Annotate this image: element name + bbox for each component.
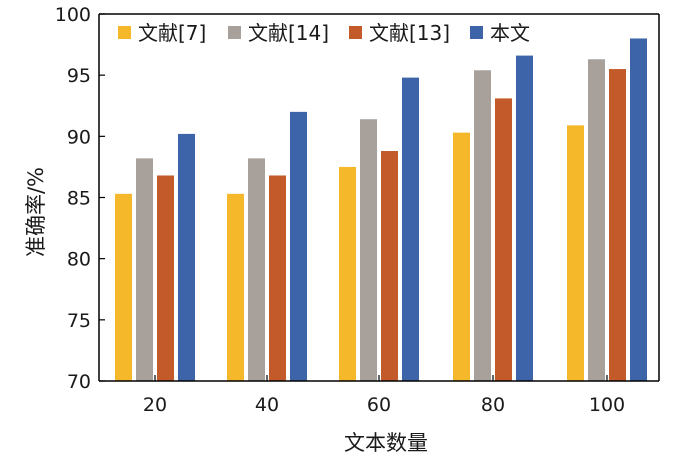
y-ticks-group: 70 75 80 85 90 95 100 — [55, 4, 105, 393]
x-tick-label: 80 — [481, 394, 505, 416]
bar-series-4-cat-20 — [178, 133, 195, 381]
bar-series-4-cat-40 — [290, 111, 307, 382]
bar-series-4-cat-60 — [402, 77, 419, 382]
bar-series-3-cat-40 — [269, 175, 286, 381]
bar-series-1-cat-100 — [567, 125, 584, 381]
legend-swatch — [118, 26, 131, 39]
bar-series-1-cat-80 — [453, 132, 470, 381]
bar-series-2-cat-20 — [136, 158, 153, 381]
y-tick-label: 70 — [67, 371, 91, 393]
bar-series-4-cat-100 — [630, 38, 647, 381]
bar-series-1-cat-20 — [115, 193, 132, 381]
bar-series-2-cat-40 — [248, 158, 265, 381]
bar-series-2-cat-100 — [588, 59, 605, 381]
legend-swatch — [228, 26, 241, 39]
y-tick-label: 95 — [67, 65, 91, 87]
bar-series-3-cat-100 — [609, 69, 626, 382]
bar-series-4-cat-80 — [516, 55, 533, 382]
legend-swatch — [470, 26, 483, 39]
bar-series-1-cat-60 — [339, 166, 356, 381]
y-tick-label: 100 — [55, 4, 91, 26]
y-tick-label: 80 — [67, 249, 91, 271]
legend-label: 文献[13] — [369, 21, 450, 45]
bar-series-3-cat-20 — [157, 175, 174, 381]
bar-series-3-cat-80 — [495, 98, 512, 381]
y-tick-label: 75 — [67, 310, 91, 332]
y-axis-title: 准确率/% — [24, 167, 48, 257]
x-ticks-group: 20 40 60 80 100 — [143, 375, 625, 416]
legend-swatch — [349, 26, 362, 39]
bar-series-2-cat-80 — [474, 70, 491, 382]
y-tick-label: 85 — [67, 188, 91, 210]
x-axis-title: 文本数量 — [344, 431, 428, 455]
bar-series-2-cat-60 — [360, 119, 377, 382]
x-tick-label: 20 — [143, 394, 167, 416]
legend-label: 文献[14] — [248, 21, 329, 45]
legend-label: 文献[7] — [138, 21, 206, 45]
bar-series-1-cat-40 — [227, 193, 244, 381]
x-tick-label: 60 — [367, 394, 391, 416]
legend-label: 本文 — [490, 21, 530, 45]
bars-group — [115, 38, 647, 382]
y-tick-label: 90 — [67, 126, 91, 148]
bar-series-3-cat-60 — [381, 151, 398, 381]
x-tick-label: 100 — [589, 394, 625, 416]
x-tick-label: 40 — [255, 394, 279, 416]
legend: 文献[7] 文献[14] 文献[13] 本文 — [118, 21, 530, 45]
